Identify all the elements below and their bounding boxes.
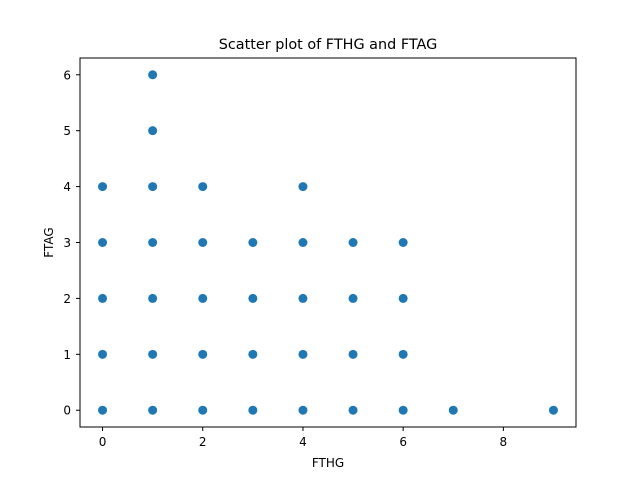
- x-axis-label: FTHG: [312, 456, 344, 470]
- scatter-point: [148, 405, 158, 415]
- scatter-point: [148, 349, 158, 359]
- scatter-point: [448, 405, 458, 415]
- scatter-point: [148, 293, 158, 303]
- chart-title: Scatter plot of FTHG and FTAG: [219, 37, 438, 53]
- scatter-point: [198, 182, 208, 192]
- y-tick-label: 5: [63, 124, 71, 138]
- y-tick-label: 0: [63, 404, 71, 418]
- scatter-point: [298, 349, 308, 359]
- y-tick-label: 4: [63, 180, 71, 194]
- y-tick-label: 1: [63, 348, 71, 362]
- x-tick-label: 4: [299, 435, 307, 449]
- scatter-point: [298, 405, 308, 415]
- scatter-point: [198, 238, 208, 247]
- x-axis-ticks: 0 2 4 6 8: [99, 427, 507, 449]
- x-tick-label: 0: [99, 435, 107, 449]
- scatter-point: [98, 238, 108, 247]
- scatter-point: [398, 349, 408, 359]
- scatter-point: [148, 70, 158, 80]
- x-tick-label: 2: [199, 435, 207, 449]
- scatter-point: [98, 293, 108, 303]
- scatter-point: [248, 238, 258, 247]
- scatter-point: [248, 405, 258, 415]
- points-layer: [98, 70, 558, 415]
- scatter-point: [198, 349, 208, 359]
- scatter-point: [148, 238, 158, 247]
- scatter-point: [398, 293, 408, 303]
- scatter-point: [248, 349, 258, 359]
- x-tick-label: 6: [399, 435, 407, 449]
- scatter-point: [298, 293, 308, 303]
- y-axis-label: FTAG: [42, 227, 56, 257]
- scatter-point: [148, 182, 158, 192]
- scatter-point: [98, 349, 108, 359]
- scatter-point: [148, 126, 158, 136]
- scatter-point: [548, 405, 558, 415]
- scatter-point: [98, 405, 108, 415]
- x-tick-label: 8: [500, 435, 508, 449]
- scatter-point: [348, 405, 358, 415]
- scatter-point: [348, 238, 358, 247]
- scatter-point: [98, 182, 108, 192]
- scatter-point: [348, 349, 358, 359]
- y-tick-label: 3: [63, 236, 71, 250]
- scatter-point: [198, 405, 208, 415]
- scatter-point: [398, 405, 408, 415]
- y-tick-label: 6: [63, 68, 71, 82]
- scatter-point: [248, 293, 258, 303]
- y-tick-label: 2: [63, 292, 71, 306]
- y-axis-ticks: 0 1 2 3 4 5 6: [63, 68, 80, 418]
- scatter-point: [398, 238, 408, 247]
- scatter-point: [198, 293, 208, 303]
- scatter-point: [298, 182, 308, 192]
- scatter-point: [348, 293, 358, 303]
- scatter-point: [298, 238, 308, 247]
